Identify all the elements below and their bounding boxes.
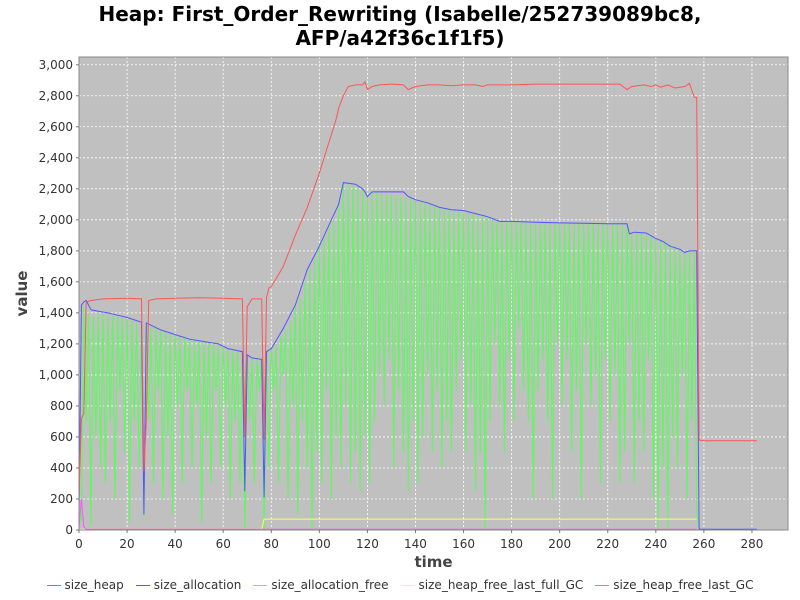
y-tick-label: 0 <box>65 523 73 537</box>
x-tick-label: 40 <box>167 537 182 551</box>
x-tick-label: 60 <box>216 537 231 551</box>
x-axis: 0 20 40 60 80 100 120 140 160 180 200 220 240 260 280 <box>75 530 763 551</box>
x-tick-label: 20 <box>119 537 134 551</box>
y-tick-label: 2,800 <box>39 89 73 103</box>
x-tick-label: 220 <box>596 537 619 551</box>
legend-swatch <box>400 584 415 586</box>
x-tick-label: 260 <box>692 537 715 551</box>
plot-frame <box>78 56 789 531</box>
y-tick-label: 2,200 <box>39 182 73 196</box>
legend-label: size_allocation_free <box>271 578 389 592</box>
y-tick-label: 2,400 <box>39 151 73 165</box>
series-line-size-heap <box>79 80 757 500</box>
legend-swatch <box>46 584 61 586</box>
x-tick-label: 100 <box>308 537 331 551</box>
x-tick-label: 240 <box>644 537 667 551</box>
legend-item: size_heap_free_last_full_GC <box>400 578 584 592</box>
x-tick-label: 200 <box>548 537 571 551</box>
y-tick-label: 1,200 <box>39 337 73 351</box>
chart-title: Heap: First_Order_Rewriting (Isabelle/25… <box>0 2 800 50</box>
y-tick-label: 2,600 <box>39 120 73 134</box>
x-tick-label: 280 <box>740 537 763 551</box>
x-tick-label: 120 <box>356 537 379 551</box>
y-tick-label: 3,000 <box>39 58 73 72</box>
y-tick-label: 600 <box>50 430 73 444</box>
y-tick-label: 2,000 <box>39 213 73 227</box>
y-tick-label: 200 <box>50 492 73 506</box>
y-axis-title: value <box>13 271 31 317</box>
series-line-size-heap-free-last-GC <box>79 498 697 530</box>
y-tick-label: 1,600 <box>39 275 73 289</box>
legend-label: size_allocation <box>153 578 242 592</box>
legend-item: size_heap_free_last_GC <box>595 578 753 592</box>
series-layer <box>79 80 757 530</box>
y-tick-label: 1,800 <box>39 244 73 258</box>
series-line-size-allocation <box>79 182 757 530</box>
legend-label: size_heap_free_last_GC <box>613 578 754 592</box>
chart-title-line-2: AFP/a42f36c1f1f5) <box>295 26 505 50</box>
legend-swatch <box>595 584 610 586</box>
y-tick-label: 1,000 <box>39 368 73 382</box>
x-tick-label: 180 <box>500 537 523 551</box>
legend-item: size_heap <box>46 578 124 592</box>
legend-item: size_allocation <box>135 578 242 592</box>
legend-label: size_heap_free_last_full_GC <box>418 578 584 592</box>
legend-item: size_allocation_free <box>253 578 389 592</box>
legend-swatch <box>135 584 150 586</box>
x-tick-label: 160 <box>452 537 475 551</box>
legend-label: size_heap <box>64 578 124 592</box>
x-tick-label: 140 <box>404 537 427 551</box>
y-tick-label: 1,400 <box>39 306 73 320</box>
y-tick-label: 400 <box>50 461 73 475</box>
chart-title-line-1: Heap: First_Order_Rewriting (Isabelle/25… <box>98 2 702 26</box>
y-axis: 0 200 400 600 800 1,000 1,200 1,400 1,600 1,800 2,… <box>39 58 79 537</box>
x-tick-label: 0 <box>75 537 83 551</box>
x-axis-title: time <box>414 553 452 571</box>
x-tick-label: 80 <box>264 537 279 551</box>
y-tick-label: 800 <box>50 399 73 413</box>
legend-swatch <box>253 584 268 586</box>
series-line-size-allocation-free <box>79 182 700 530</box>
legend: size_heap size_allocation size_allocation_… <box>0 578 800 592</box>
